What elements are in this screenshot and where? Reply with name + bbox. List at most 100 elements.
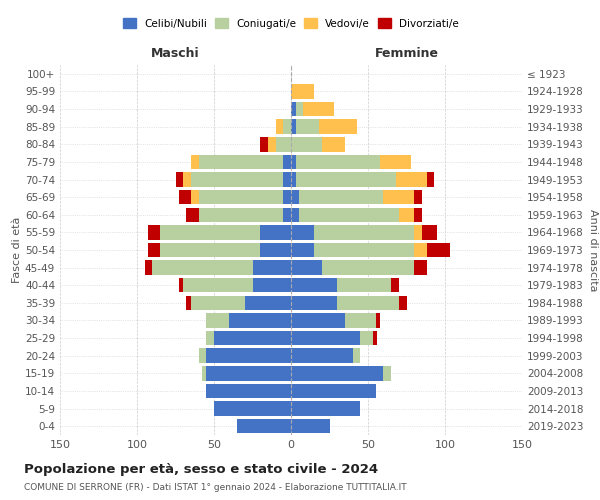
Bar <box>296 154 380 169</box>
Bar <box>206 314 229 328</box>
Bar <box>414 260 427 275</box>
Bar <box>414 225 422 240</box>
Bar <box>383 366 391 380</box>
Bar <box>179 278 183 292</box>
Bar <box>380 154 411 169</box>
Bar <box>148 225 160 240</box>
Bar <box>199 208 283 222</box>
Bar <box>337 296 399 310</box>
Bar <box>229 314 291 328</box>
Bar <box>299 190 383 204</box>
Y-axis label: Fasce di età: Fasce di età <box>12 217 22 283</box>
Bar <box>299 208 399 222</box>
Bar <box>253 278 291 292</box>
Bar <box>422 225 437 240</box>
Bar <box>206 384 291 398</box>
Y-axis label: Anni di nascita: Anni di nascita <box>587 209 598 291</box>
Bar <box>283 172 291 186</box>
Bar <box>291 208 299 222</box>
Bar <box>206 348 291 363</box>
Text: COMUNE DI SERRONE (FR) - Dati ISTAT 1° gennaio 2024 - Elaborazione TUTTITALIA.IT: COMUNE DI SERRONE (FR) - Dati ISTAT 1° g… <box>24 484 407 492</box>
Bar <box>291 102 296 117</box>
Bar <box>160 225 260 240</box>
Bar <box>291 348 353 363</box>
Bar <box>314 225 414 240</box>
Text: Femmine: Femmine <box>374 46 439 60</box>
Bar <box>291 84 314 98</box>
Bar <box>191 172 283 186</box>
Bar <box>414 208 422 222</box>
Bar <box>179 190 191 204</box>
Bar <box>148 243 160 257</box>
Bar <box>291 190 299 204</box>
Bar <box>291 172 296 186</box>
Bar <box>183 172 191 186</box>
Text: Popolazione per età, sesso e stato civile - 2024: Popolazione per età, sesso e stato civil… <box>24 462 378 475</box>
Bar <box>283 208 291 222</box>
Bar <box>296 120 319 134</box>
Bar <box>296 172 396 186</box>
Bar <box>145 260 152 275</box>
Bar <box>214 402 291 416</box>
Bar <box>337 278 391 292</box>
Bar <box>427 172 434 186</box>
Bar <box>291 278 337 292</box>
Bar <box>322 260 414 275</box>
Bar <box>399 208 414 222</box>
Bar <box>399 296 407 310</box>
Bar <box>199 154 283 169</box>
Bar <box>283 190 291 204</box>
Bar <box>291 154 296 169</box>
Bar <box>353 348 360 363</box>
Bar <box>245 296 291 310</box>
Bar <box>291 366 383 380</box>
Bar <box>260 243 291 257</box>
Legend: Celibi/Nubili, Coniugati/e, Vedovi/e, Divorziati/e: Celibi/Nubili, Coniugati/e, Vedovi/e, Di… <box>123 18 459 28</box>
Bar <box>152 260 253 275</box>
Bar <box>206 366 291 380</box>
Bar <box>319 120 357 134</box>
Bar <box>275 137 291 152</box>
Bar <box>199 348 206 363</box>
Bar <box>427 243 449 257</box>
Bar <box>191 190 199 204</box>
Bar <box>414 243 427 257</box>
Bar <box>191 296 245 310</box>
Bar <box>186 296 191 310</box>
Bar <box>260 137 268 152</box>
Bar <box>304 102 334 117</box>
Bar <box>291 243 314 257</box>
Bar <box>291 314 345 328</box>
Bar <box>176 172 183 186</box>
Bar <box>314 243 414 257</box>
Bar <box>183 278 253 292</box>
Bar <box>186 208 199 222</box>
Bar <box>345 314 376 328</box>
Bar <box>283 154 291 169</box>
Bar <box>373 331 377 345</box>
Bar <box>199 190 283 204</box>
Bar <box>214 331 291 345</box>
Bar <box>237 419 291 434</box>
Bar <box>206 331 214 345</box>
Bar <box>291 137 322 152</box>
Bar <box>322 137 345 152</box>
Bar <box>253 260 291 275</box>
Bar <box>291 296 337 310</box>
Bar <box>291 331 360 345</box>
Text: Maschi: Maschi <box>151 46 200 60</box>
Bar <box>291 260 322 275</box>
Bar <box>296 102 304 117</box>
Bar <box>291 419 329 434</box>
Bar <box>160 243 260 257</box>
Bar <box>283 120 291 134</box>
Bar <box>291 402 360 416</box>
Bar <box>360 331 373 345</box>
Bar <box>260 225 291 240</box>
Bar <box>291 225 314 240</box>
Bar <box>268 137 275 152</box>
Bar <box>414 190 422 204</box>
Bar <box>291 120 296 134</box>
Bar <box>383 190 414 204</box>
Bar <box>391 278 399 292</box>
